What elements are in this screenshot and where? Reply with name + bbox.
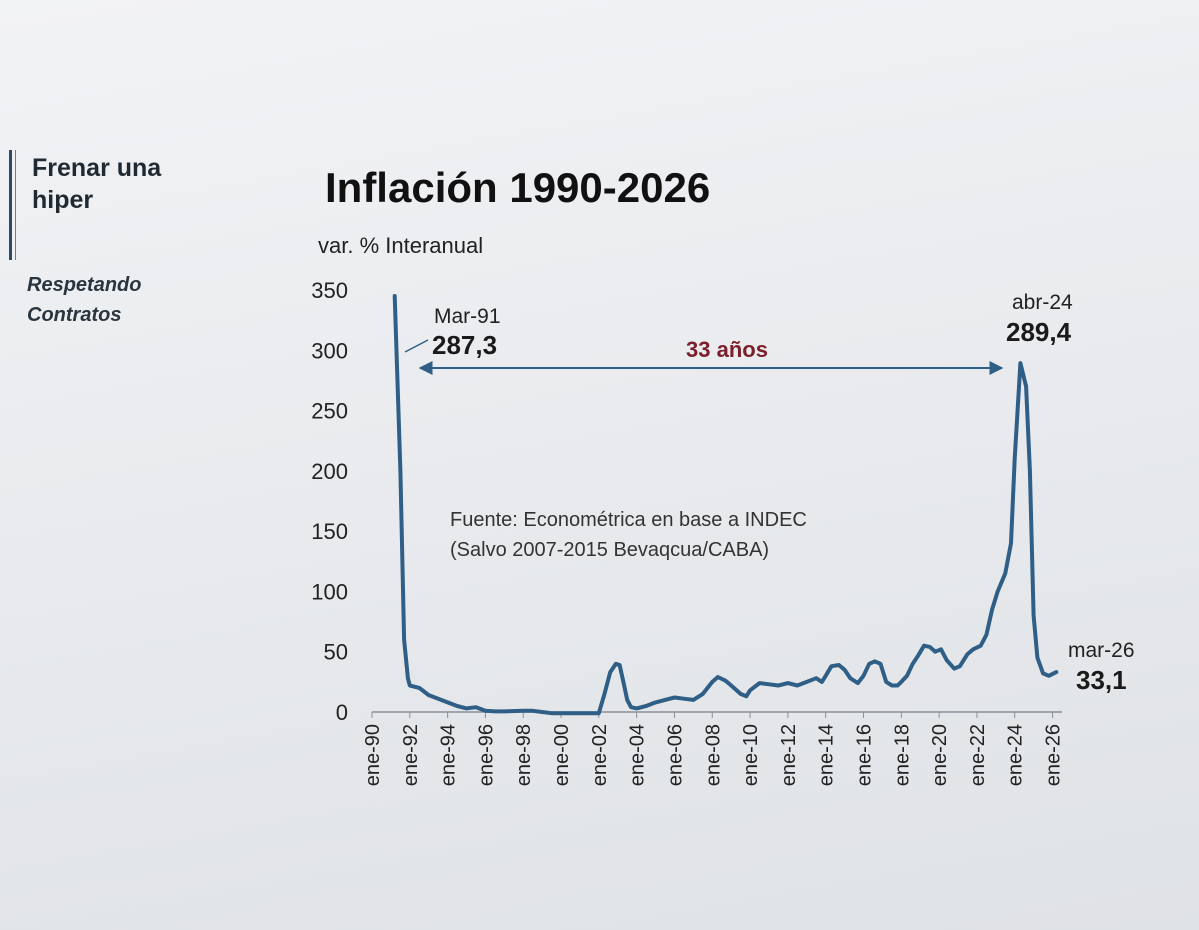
- x-tick-label: ene-24: [1005, 724, 1027, 786]
- x-tick-label: ene-00: [551, 724, 573, 786]
- x-tick-label: ene-06: [664, 724, 686, 786]
- y-tick-label: 0: [336, 700, 348, 725]
- y-tick-label: 250: [311, 399, 348, 424]
- y-tick-label: 200: [311, 459, 348, 484]
- x-tick-label: ene-12: [778, 724, 800, 786]
- x-tick-label: ene-20: [929, 724, 951, 786]
- sidebar-subtitle: Respetando Contratos: [27, 274, 142, 326]
- source-line-2: (Salvo 2007-2015 Bevaqcua/CABA): [450, 539, 769, 561]
- annotation-mar-91-value: 287,3: [432, 330, 497, 360]
- annotation-mar-26-label: mar-26: [1068, 639, 1135, 662]
- y-tick-label: 300: [311, 338, 348, 363]
- source-line-1: Fuente: Econométrica en base a INDEC: [450, 509, 807, 531]
- sidebar-accent-line-thin: [15, 150, 16, 260]
- x-tick-label: ene-96: [475, 724, 497, 786]
- x-tick-label: ene-16: [854, 724, 876, 786]
- x-tick-label: ene-22: [967, 724, 989, 786]
- chart-title: Inflación 1990-2026: [325, 164, 711, 211]
- x-tick-label: ene-04: [627, 724, 649, 786]
- chart-annotations: 33 años Mar-91 287,3 abr-24 289,4 mar-26…: [404, 291, 1135, 695]
- plot-area: [392, 294, 1059, 716]
- sidebar-title: Frenar una hiper: [32, 154, 162, 214]
- y-tick-label: 350: [311, 278, 348, 303]
- y-tick-label: 150: [311, 519, 348, 544]
- x-tick-label: ene-02: [589, 724, 611, 786]
- y-tick-label: 50: [324, 640, 348, 665]
- sidebar-accent-line: [9, 150, 12, 260]
- x-tick-label: ene-26: [1043, 724, 1065, 786]
- x-tick-label: ene-90: [362, 724, 384, 786]
- x-tick-label: ene-98: [513, 724, 535, 786]
- annotation-abr-24-label: abr-24: [1012, 291, 1073, 314]
- x-tick-label: ene-14: [816, 724, 838, 786]
- span-label: 33 años: [686, 337, 768, 362]
- annotation-mar-91-label: Mar-91: [434, 305, 501, 328]
- y-tick-label: 100: [311, 579, 348, 604]
- annotation-abr-24-value: 289,4: [1006, 317, 1072, 347]
- annotation-mar-26-value: 33,1: [1076, 665, 1127, 695]
- x-tick-label: ene-94: [438, 724, 460, 786]
- chart-y-axis-label: var. % Interanual: [318, 233, 484, 258]
- y-axis-ticks: 0 50 100 150 200 250 300 350: [311, 278, 348, 725]
- annotation-mar-91-leader: [404, 339, 429, 353]
- x-tick-label: ene-08: [702, 724, 724, 786]
- x-tick-label: ene-18: [891, 724, 913, 786]
- x-tick-label: ene-10: [740, 724, 762, 786]
- x-tick-label: ene-92: [400, 724, 422, 786]
- inflation-series-line: [392, 294, 1059, 716]
- x-axis: ene-90 ene-92 ene-94 ene-96 ene-98 ene-00 ene-…: [362, 711, 1065, 786]
